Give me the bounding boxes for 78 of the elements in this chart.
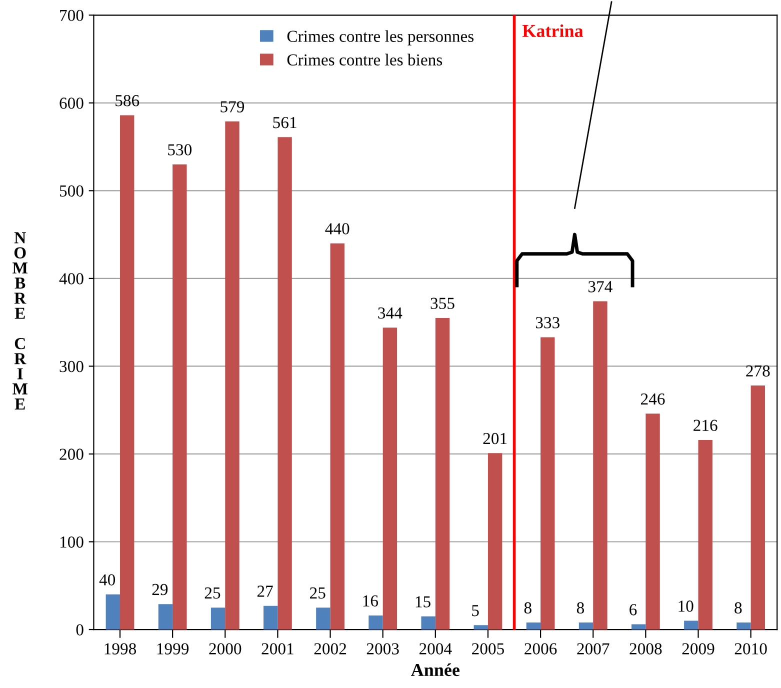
bar	[631, 624, 646, 630]
legend-label: Crimes contre les personnes	[287, 30, 474, 46]
data-label: 216	[694, 420, 718, 431]
bar	[526, 622, 541, 630]
bar	[488, 453, 502, 630]
bar	[540, 337, 555, 630]
bar	[330, 243, 344, 630]
x-tick-label: 1999	[157, 643, 189, 654]
data-label: 8	[524, 602, 532, 614]
bar	[435, 318, 450, 630]
legend-label: Crimes contre les biens	[287, 54, 442, 66]
bar	[278, 137, 292, 630]
x-tick-label: 2007	[577, 643, 610, 654]
bar	[316, 608, 330, 630]
bar	[750, 386, 766, 630]
ref-line-label: Katrina	[522, 24, 584, 38]
y-tick-label: 400	[59, 273, 84, 284]
data-label: 15	[416, 596, 430, 608]
x-tick-label: 2002	[314, 643, 346, 654]
data-label: 10	[678, 600, 694, 612]
data-label: 201	[483, 432, 507, 444]
data-label: 25	[204, 587, 220, 599]
data-label: 586	[116, 95, 140, 106]
text: NOMBRE CRIME	[12, 232, 28, 410]
bar	[578, 622, 594, 630]
bar	[225, 121, 240, 630]
data-label: 530	[168, 144, 192, 156]
data-label: 8	[734, 602, 742, 614]
y-tick-label: 300	[60, 360, 84, 372]
data-label: 25	[310, 587, 326, 599]
bar	[382, 328, 398, 630]
bar	[593, 301, 608, 630]
data-label: 374	[588, 281, 612, 292]
bar	[474, 625, 488, 630]
x-tick-label: 2004	[419, 643, 452, 654]
bar	[736, 622, 751, 630]
bar	[368, 615, 383, 630]
y-tick-label: 0	[76, 624, 84, 636]
data-label: 579	[220, 101, 244, 112]
x-tick-label: 2008	[630, 643, 662, 654]
data-label: 8	[576, 602, 584, 614]
x-tick-label: 2005	[472, 643, 504, 654]
data-label: 6	[630, 604, 637, 616]
y-tick-label: 100	[60, 536, 84, 548]
y-tick-label: 200	[60, 448, 84, 460]
x-tick-label: 2010	[734, 643, 767, 654]
y-tick-label: 600	[60, 98, 84, 109]
bar	[646, 414, 660, 630]
x-tick-label: 2009	[682, 643, 714, 654]
data-label: 355	[430, 298, 454, 309]
x-axis-title: Année	[411, 663, 460, 676]
x-tick-label: 2003	[366, 643, 399, 654]
data-label: 27	[257, 586, 273, 597]
bar	[264, 606, 278, 630]
bar	[158, 604, 173, 630]
data-label: 29	[152, 584, 168, 596]
data-label: 344	[378, 307, 402, 319]
data-label: 16	[363, 595, 378, 607]
bar	[106, 594, 120, 630]
bar	[172, 164, 187, 630]
data-label: 561	[273, 116, 296, 128]
x-tick-label: 2000	[209, 643, 242, 654]
data-label: 440	[325, 223, 350, 234]
x-tick-label: 2006	[524, 643, 557, 654]
data-label: 246	[641, 393, 665, 405]
bar	[698, 440, 712, 630]
bar	[684, 620, 698, 630]
bar	[120, 115, 134, 630]
data-label: 333	[536, 317, 560, 328]
x-tick-label: 1998	[104, 643, 136, 654]
data-label: 278	[746, 365, 770, 377]
data-label: 5	[472, 605, 479, 616]
y-tick-label: 500	[60, 185, 84, 197]
bar	[210, 608, 226, 630]
y-tick-label: 700	[60, 10, 84, 22]
bar	[421, 616, 436, 630]
x-tick-label: 2001	[262, 643, 294, 654]
data-label: 40	[99, 574, 116, 586]
